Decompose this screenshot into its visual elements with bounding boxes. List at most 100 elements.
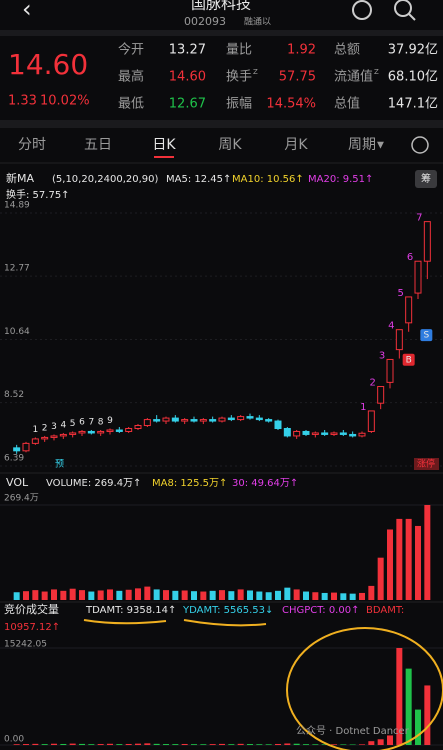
auction-bar (79, 743, 85, 745)
auction-bar (51, 743, 57, 745)
volume-bar (405, 518, 412, 600)
stat-value: 68.10亿 (388, 70, 438, 85)
volume-bar (60, 590, 67, 600)
chip-button[interactable] (415, 170, 437, 188)
volume-bar (79, 590, 85, 600)
volume-bar (331, 592, 337, 600)
volume-bar (340, 593, 347, 600)
back-button[interactable]: ‹ (22, 0, 32, 23)
volume-bar (144, 586, 151, 600)
tab[interactable]: 周期 (348, 137, 376, 153)
candle-body (209, 419, 217, 422)
y-tick-label: 10.64 (4, 327, 30, 337)
auction-bar (312, 744, 319, 745)
search-icon[interactable] (394, 0, 412, 17)
candle-body (78, 430, 86, 434)
stat-value: 147.1亿 (388, 97, 438, 112)
candle-body (199, 419, 207, 422)
auction-bar (321, 744, 328, 745)
auction-bar (284, 743, 291, 745)
volume-bar (228, 591, 235, 600)
tab-underline (154, 156, 174, 158)
auction-bar (415, 709, 421, 745)
candle-body (321, 432, 329, 435)
auction-bar (387, 735, 393, 745)
auction-bar (359, 744, 365, 745)
ma10: MA10: 10.56↑ (232, 174, 304, 185)
candle-body (302, 430, 310, 435)
auction-bar (125, 743, 132, 745)
volume-bar (284, 587, 291, 600)
stat-value: 14.54% (266, 97, 316, 112)
candle-body (395, 329, 403, 351)
auction-bar (135, 743, 141, 745)
candle-body (31, 438, 39, 444)
buy-tag (402, 353, 415, 366)
auction-bar (116, 744, 123, 745)
dropdown-arrow: ▼ (377, 141, 384, 151)
volume-bar (181, 590, 188, 600)
auction-bar (256, 744, 263, 745)
stat-value: 57.75 (279, 70, 316, 85)
tab[interactable]: 月K (284, 137, 308, 153)
volume-bar (172, 590, 179, 600)
stat-sup: Z (253, 68, 258, 76)
candle-body (423, 221, 431, 262)
volume-bar (424, 505, 431, 600)
change: 1.33 (8, 94, 37, 109)
auction-name[interactable]: 竞价成交量 (4, 602, 59, 616)
volume-bar (88, 591, 95, 600)
candle-body (59, 433, 67, 437)
stat-value: 12.67 (169, 97, 206, 112)
volume-bar (247, 590, 253, 600)
tab[interactable]: 五日 (84, 137, 112, 153)
stat-value: 13.27 (169, 43, 206, 58)
volume-bar (387, 529, 393, 600)
ma20: MA20: 9.51↑ (308, 174, 373, 185)
volume-bar (237, 589, 244, 600)
candle-body (125, 427, 133, 432)
sell-label: S (423, 331, 429, 341)
volume-bar (275, 590, 281, 600)
candle-body (162, 417, 170, 422)
sell-tag (420, 329, 433, 342)
tab[interactable]: 日K (152, 137, 176, 153)
auction-bar (331, 744, 337, 745)
volume-bar (349, 593, 356, 600)
candle-body (227, 417, 235, 421)
ma5: MA5: 12.45↑ (166, 174, 231, 185)
chgpct: CHGPCT: 0.00↑ (282, 605, 359, 616)
stat-label: 振幅 (226, 97, 252, 112)
stat-label: 最高 (118, 69, 144, 85)
volume-bar (256, 591, 263, 600)
volume-bar (107, 589, 113, 600)
settings-icon[interactable] (411, 136, 429, 154)
auction-bar (200, 744, 207, 745)
auction-bar (368, 741, 375, 745)
candle-body (153, 419, 161, 422)
share-icon[interactable] (352, 0, 372, 20)
tab[interactable]: 分时 (18, 137, 46, 153)
auction-bar (405, 668, 412, 745)
auction-bar (349, 744, 356, 745)
volume-bar (293, 589, 300, 600)
auction-bar (181, 743, 188, 745)
annotation-circle (286, 627, 443, 750)
auction-bar (340, 744, 347, 745)
count-marker: 9 (107, 416, 113, 426)
volume-bar (415, 525, 421, 600)
volume-bar (303, 591, 309, 600)
ma-params: (5,10,20,2400,20,90) (52, 174, 159, 185)
auction-bar (13, 744, 20, 745)
ma-name[interactable]: 新MA (6, 171, 34, 185)
vol-name[interactable]: VOL (6, 476, 29, 489)
limit-count: 4 (388, 321, 394, 332)
tdamt: TDAMT: 9358.14↑ (85, 605, 176, 616)
volume-bar (51, 589, 57, 600)
volume-bar (209, 590, 216, 600)
limit-count: 2 (369, 378, 375, 389)
auction-bar (107, 743, 113, 745)
count-marker: 4 (60, 420, 66, 430)
price: 14.60 (8, 48, 88, 81)
tab[interactable]: 周K (218, 137, 242, 153)
